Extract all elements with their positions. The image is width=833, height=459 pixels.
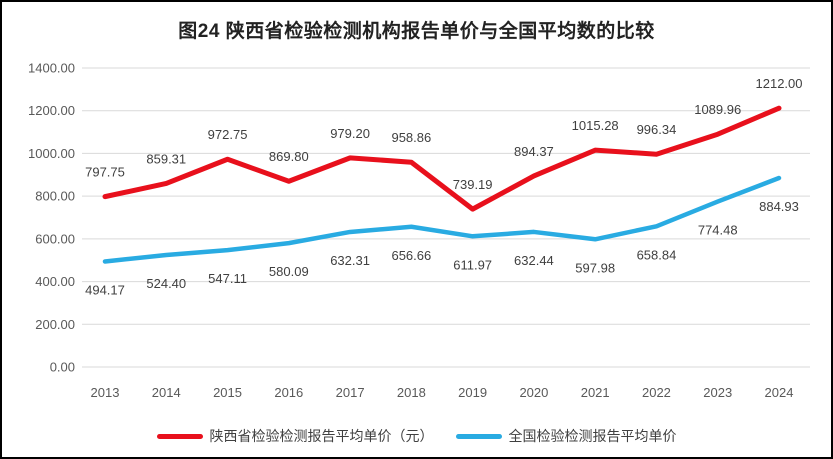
data-label: 632.44 — [514, 253, 554, 268]
x-axis-tick-label: 2024 — [765, 385, 794, 400]
series-line-0 — [102, 105, 782, 212]
x-axis-tick-label: 2018 — [397, 385, 426, 400]
chart-title: 图24 陕西省检验检测机构报告单价与全国平均数的比较 — [178, 21, 655, 42]
legend-swatch-red-line-icon — [156, 433, 203, 439]
y-axis-tick-label: 200.00 — [35, 317, 75, 332]
data-label: 580.09 — [269, 264, 309, 279]
data-label: 547.11 — [208, 271, 247, 286]
data-label: 884.93 — [759, 199, 799, 214]
legend-item-shaanxi: 陕西省检验检测报告平均单价（元） — [156, 426, 434, 446]
legend-item-national: 全国检验检测报告平均单价 — [455, 426, 677, 446]
data-label: 656.66 — [391, 248, 431, 263]
y-axis-tick-label: 1200.00 — [28, 103, 75, 118]
data-label: 972.75 — [208, 127, 248, 142]
y-axis-tick-label: 600.00 — [35, 231, 75, 246]
data-label: 996.34 — [637, 122, 677, 137]
x-axis-tick-label: 2013 — [91, 385, 120, 400]
data-label: 597.98 — [575, 260, 615, 275]
x-axis-tick-label: 2016 — [274, 385, 303, 400]
data-label: 1212.00 — [756, 76, 803, 91]
x-axis-tick-label: 2017 — [336, 385, 365, 400]
y-axis-tick-label: 1400.00 — [28, 61, 75, 76]
data-label: 658.84 — [637, 247, 677, 262]
x-axis-tick-label: 2015 — [213, 385, 242, 400]
data-label: 524.40 — [146, 276, 186, 291]
data-label: 774.48 — [698, 223, 738, 238]
data-label: 494.17 — [85, 282, 125, 297]
series-line-1 — [102, 175, 782, 264]
data-label: 739.19 — [453, 177, 493, 192]
x-axis-tick-label: 2019 — [458, 385, 487, 400]
data-label: 1015.28 — [572, 118, 619, 133]
x-axis-tick-label: 2022 — [642, 385, 671, 400]
data-label: 1089.96 — [694, 102, 741, 117]
data-label: 894.37 — [514, 144, 554, 159]
data-label: 632.31 — [330, 253, 370, 268]
y-axis-tick-label: 400.00 — [35, 274, 75, 289]
legend-label-national: 全国检验检测报告平均单价 — [508, 428, 677, 444]
y-axis-tick-label: 0.00 — [50, 360, 75, 375]
data-label: 797.75 — [85, 165, 125, 180]
x-axis-tick-label: 2021 — [581, 385, 610, 400]
y-axis-tick-label: 1000.00 — [28, 146, 75, 161]
data-label: 611.97 — [453, 257, 492, 272]
data-label: 859.31 — [146, 151, 186, 166]
chart-legend: 陕西省检验检测报告平均单价（元） 全国检验检测报告平均单价 — [2, 426, 831, 446]
data-label: 958.86 — [391, 130, 431, 145]
legend-swatch-blue-line-icon — [455, 433, 502, 439]
data-label: 869.80 — [269, 149, 309, 164]
data-label: 979.20 — [330, 126, 370, 141]
x-axis-tick-label: 2023 — [703, 385, 732, 400]
x-axis-tick-label: 2014 — [152, 385, 181, 400]
y-axis-tick-label: 800.00 — [35, 189, 75, 204]
legend-label-shaanxi: 陕西省检验检测报告平均单价（元） — [209, 428, 434, 444]
x-axis-tick-label: 2020 — [519, 385, 548, 400]
